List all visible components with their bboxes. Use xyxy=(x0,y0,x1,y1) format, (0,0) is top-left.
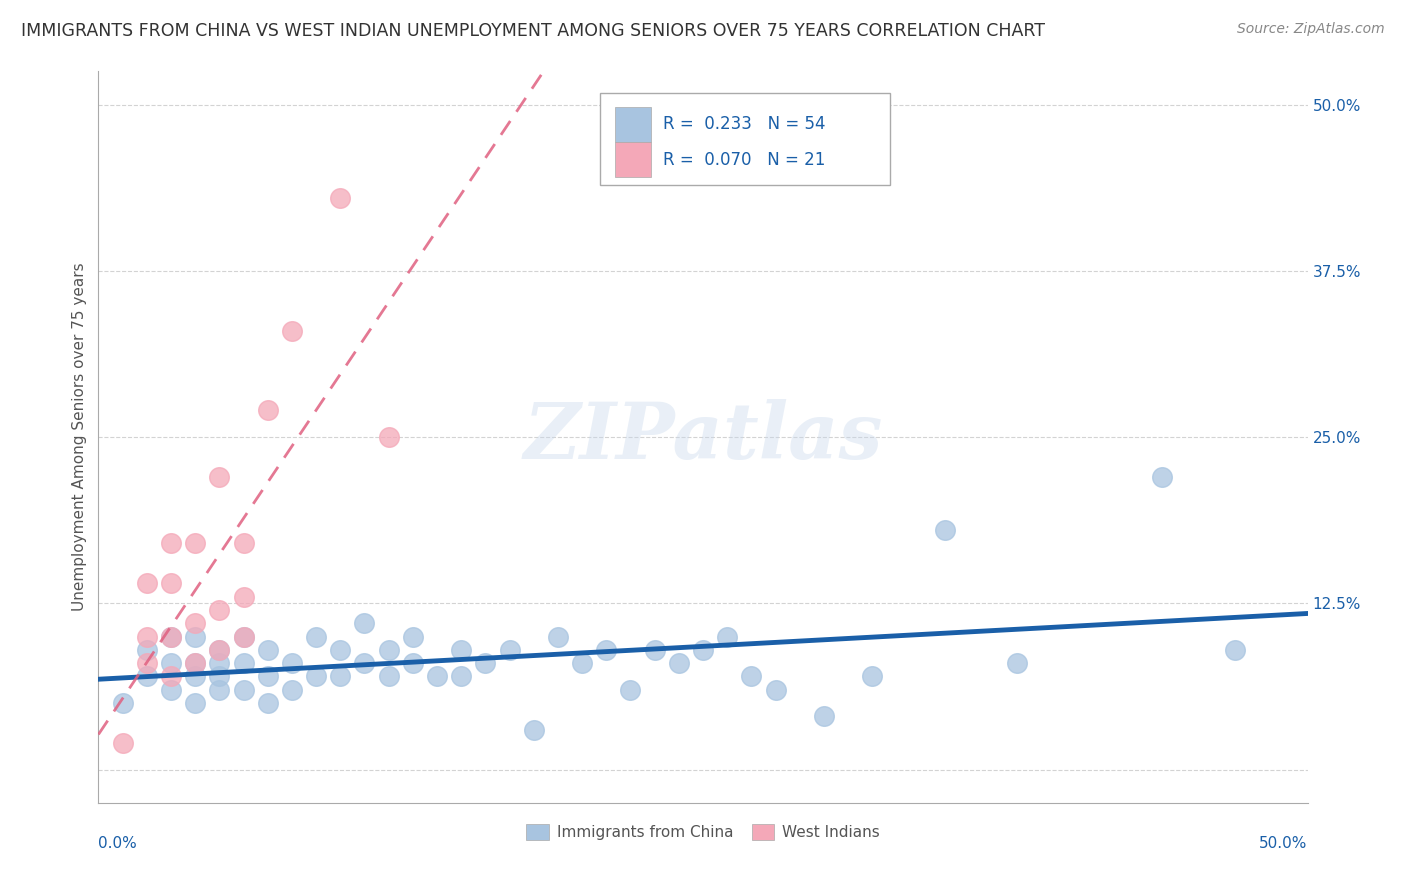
Point xyxy=(402,656,425,670)
Point xyxy=(402,630,425,644)
Legend: Immigrants from China, West Indians: Immigrants from China, West Indians xyxy=(520,818,886,847)
Point xyxy=(232,536,254,550)
Point xyxy=(474,656,496,670)
Point xyxy=(305,630,328,644)
Text: 50.0%: 50.0% xyxy=(1260,836,1308,851)
Point xyxy=(160,669,183,683)
Point xyxy=(184,696,207,710)
Point xyxy=(377,430,399,444)
Point xyxy=(256,403,278,417)
Point xyxy=(692,643,714,657)
Point xyxy=(208,603,231,617)
Point xyxy=(765,682,787,697)
Text: R =  0.070   N = 21: R = 0.070 N = 21 xyxy=(664,151,825,169)
Point xyxy=(160,682,183,697)
Point xyxy=(208,470,231,484)
Point xyxy=(377,669,399,683)
Point xyxy=(232,630,254,644)
Point xyxy=(740,669,762,683)
Point xyxy=(329,669,352,683)
Point xyxy=(135,669,157,683)
Point xyxy=(377,643,399,657)
Point xyxy=(160,630,183,644)
Point xyxy=(160,630,183,644)
Point xyxy=(256,643,278,657)
Point xyxy=(184,630,207,644)
Point xyxy=(160,576,183,591)
Point xyxy=(1007,656,1029,670)
Point xyxy=(111,736,134,750)
Point xyxy=(184,536,207,550)
Point xyxy=(329,643,352,657)
Point xyxy=(1152,470,1174,484)
Point xyxy=(208,656,231,670)
Point xyxy=(450,669,472,683)
Point xyxy=(135,630,157,644)
Point xyxy=(329,191,352,205)
Point xyxy=(353,616,375,631)
Point xyxy=(450,643,472,657)
Point xyxy=(208,682,231,697)
Point xyxy=(160,656,183,670)
Point xyxy=(184,656,207,670)
Point xyxy=(232,682,254,697)
FancyBboxPatch shape xyxy=(614,143,651,178)
Point xyxy=(668,656,690,670)
Point xyxy=(619,682,641,697)
Point xyxy=(232,656,254,670)
Point xyxy=(135,643,157,657)
Point xyxy=(160,536,183,550)
Point xyxy=(716,630,738,644)
Point xyxy=(813,709,835,723)
Y-axis label: Unemployment Among Seniors over 75 years: Unemployment Among Seniors over 75 years xyxy=(72,263,87,611)
Point xyxy=(934,523,956,537)
Point xyxy=(595,643,617,657)
Point xyxy=(281,656,304,670)
FancyBboxPatch shape xyxy=(600,94,890,185)
Text: IMMIGRANTS FROM CHINA VS WEST INDIAN UNEMPLOYMENT AMONG SENIORS OVER 75 YEARS CO: IMMIGRANTS FROM CHINA VS WEST INDIAN UNE… xyxy=(21,22,1045,40)
Point xyxy=(135,656,157,670)
Point xyxy=(426,669,449,683)
Text: ZIPatlas: ZIPatlas xyxy=(523,399,883,475)
Point xyxy=(353,656,375,670)
Text: Source: ZipAtlas.com: Source: ZipAtlas.com xyxy=(1237,22,1385,37)
Point xyxy=(208,643,231,657)
Point xyxy=(523,723,546,737)
Point xyxy=(256,669,278,683)
Point xyxy=(208,669,231,683)
Point xyxy=(547,630,569,644)
Point xyxy=(184,656,207,670)
Point xyxy=(184,616,207,631)
Point xyxy=(305,669,328,683)
Text: R =  0.233   N = 54: R = 0.233 N = 54 xyxy=(664,115,825,133)
Point xyxy=(281,682,304,697)
Point xyxy=(135,576,157,591)
Text: 0.0%: 0.0% xyxy=(98,836,138,851)
Point xyxy=(1223,643,1246,657)
Point xyxy=(571,656,593,670)
Point xyxy=(111,696,134,710)
Point xyxy=(860,669,883,683)
Point xyxy=(281,324,304,338)
FancyBboxPatch shape xyxy=(614,107,651,143)
Point xyxy=(256,696,278,710)
Point xyxy=(184,669,207,683)
Point xyxy=(498,643,520,657)
Point xyxy=(232,630,254,644)
Point xyxy=(232,590,254,604)
Point xyxy=(644,643,666,657)
Point xyxy=(208,643,231,657)
